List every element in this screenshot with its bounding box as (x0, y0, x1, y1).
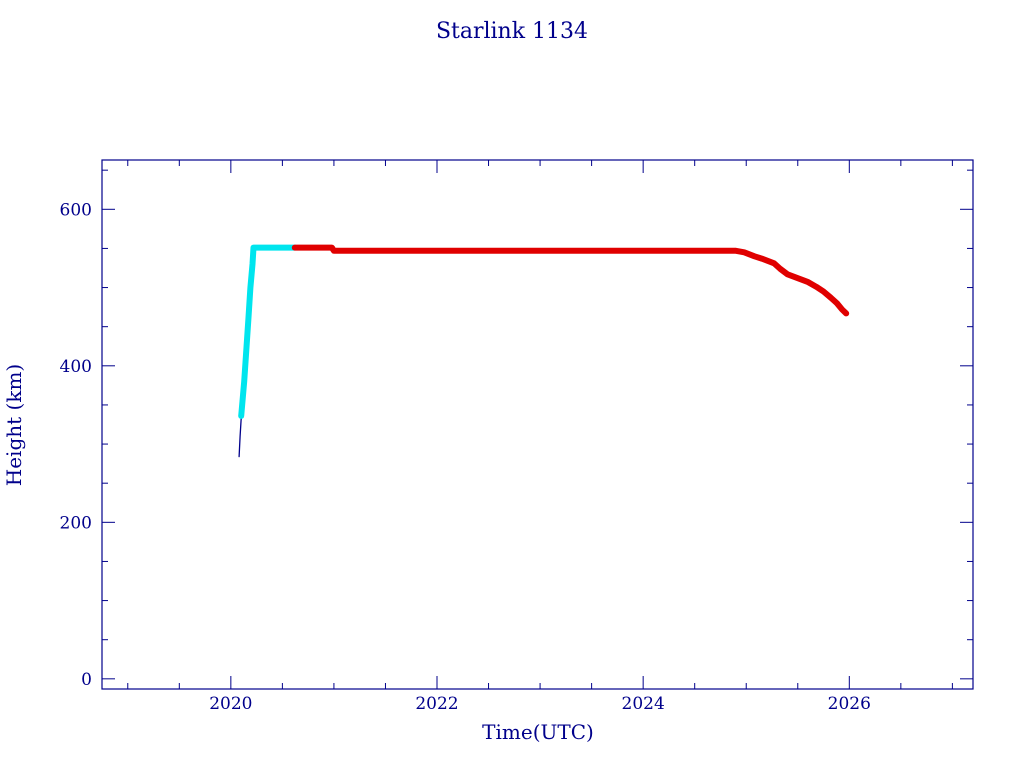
y-axis-label: Height (km) (2, 364, 26, 486)
x-tick-label: 2020 (209, 694, 252, 714)
y-tick-label: 400 (60, 357, 92, 377)
y-tick-label: 600 (60, 200, 92, 220)
ticks-layer: 2020 2022 2024 2026 0 200 400 600 (60, 160, 973, 714)
y-tick-label: 0 (81, 670, 92, 690)
series-line-orbit_raising (238, 244, 298, 419)
series-line-operational (291, 244, 850, 317)
x-tick-label: 2026 (828, 694, 871, 714)
y-tick-label: 200 (60, 513, 92, 533)
chart-title: Starlink 1134 (436, 19, 588, 44)
x-axis-label: Time(UTC) (482, 720, 594, 744)
x-tick-label: 2024 (622, 694, 665, 714)
plot-frame (101, 159, 974, 690)
series-line-launch (238, 415, 243, 458)
x-tick-label: 2022 (415, 694, 458, 714)
series-layer (238, 244, 850, 458)
